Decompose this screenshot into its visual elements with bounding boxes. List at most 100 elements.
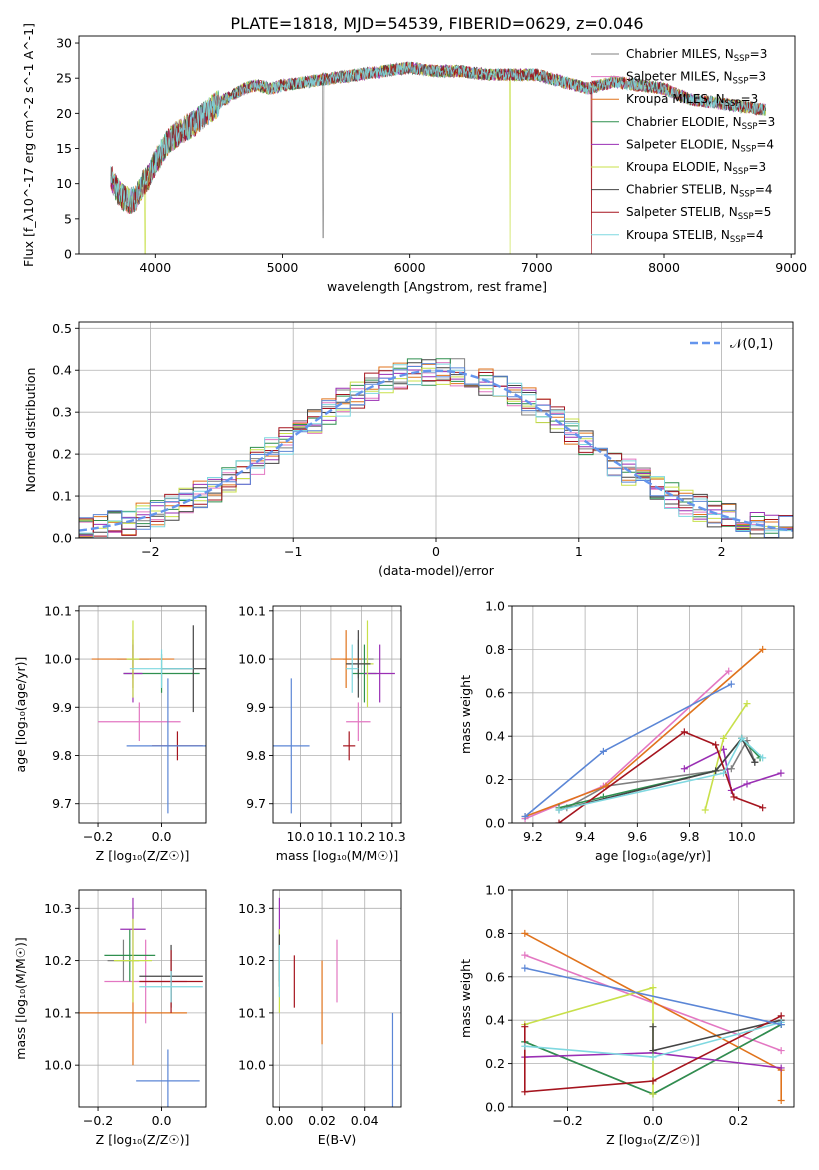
plot-area — [521, 645, 785, 823]
axes-frame — [272, 889, 402, 1108]
x-tick-label: 9000 — [775, 260, 807, 275]
weight-line-8 — [558, 737, 764, 811]
axes-frame — [511, 889, 795, 1108]
y-tick-label: 10.0 — [238, 1058, 266, 1073]
legend-subscript: SSP — [733, 167, 749, 177]
panel-age_vs_Z: −0.2 0.0 9.7 9.8 9.9 10.0 10.1 Z [log₁₀(Z/Z☉)] a… — [13, 603, 207, 863]
marker — [712, 767, 720, 775]
y-tick-label: 10.1 — [238, 1005, 266, 1020]
legend-count: =3 — [750, 47, 768, 61]
y-tick-label: 1.0 — [485, 883, 505, 898]
legend-subscript: SSP — [725, 99, 741, 109]
legend-label: Salpeter MILES, NSSP=3 — [626, 70, 766, 87]
marker — [777, 1096, 785, 1104]
y-tick-label: 0.8 — [485, 926, 505, 941]
y-tick-label: 0.0 — [52, 531, 72, 546]
y-tick-label: 9.9 — [52, 700, 72, 715]
plot-area — [91, 620, 206, 814]
panels: 4000 5000 6000 7000 8000 9000051015202530wave… — [13, 23, 807, 1147]
marker — [777, 769, 785, 777]
panel-spectrum: 4000 5000 6000 7000 8000 9000 0 5 10 15 20 25 30 wave… — [21, 23, 807, 294]
legend-label: Chabrier MILES, NSSP=3 — [626, 47, 767, 64]
axes-frame — [272, 605, 402, 824]
y-tick-label: 0.0 — [485, 1100, 505, 1115]
marker — [649, 1053, 657, 1061]
legend: Chabrier MILES, NSSP=3 Salpeter MILES, NS… — [591, 47, 775, 245]
y-tick-label: 10.0 — [44, 652, 72, 667]
legend-subscript: SSP — [733, 77, 749, 87]
marker — [649, 1023, 657, 1031]
y-axis-label: age [log₁₀(age/yr)] — [13, 657, 28, 773]
plot-area — [79, 358, 793, 538]
x-tick-label: −0.2 — [552, 1113, 582, 1128]
y-tick-label: 5 — [64, 211, 72, 226]
marker — [751, 758, 759, 766]
x-tick-label: 7000 — [521, 260, 553, 275]
y-axis-label: Normed distribution — [23, 368, 38, 493]
legend-count: =3 — [758, 115, 776, 129]
weight-line-7 — [524, 1015, 782, 1093]
legend-subscript: SSP — [739, 190, 755, 200]
legend-count: =4 — [755, 183, 773, 197]
x-axis-label: Z [log₁₀(Z/Z☉)] — [96, 848, 190, 863]
legend-count: =3 — [748, 70, 766, 84]
x-tick-label: 6000 — [394, 260, 426, 275]
y-tick-label: 10.0 — [44, 1058, 72, 1073]
legend-label: Kroupa ELODIE, NSSP=3 — [626, 160, 766, 177]
y-tick-label: 10.1 — [44, 603, 72, 618]
y-tick-label: 30 — [56, 36, 72, 51]
legend-label: Salpeter ELODIE, NSSP=4 — [626, 137, 774, 154]
x-tick-label: 2 — [718, 544, 726, 559]
y-tick-label: 10.1 — [44, 1005, 72, 1020]
spectrum-line-kroupa-stelib — [110, 62, 766, 214]
y-axis-label: mass weight — [458, 675, 473, 754]
y-tick-label: 0.0 — [485, 816, 505, 831]
x-tick-label: 9.8 — [680, 829, 700, 844]
x-tick-label: 10.1 — [317, 829, 345, 844]
y-tick-label: 10 — [56, 176, 72, 191]
x-axis-label: age [log₁₀(age/yr)] — [595, 848, 711, 863]
y-axis-label: mass weight — [458, 959, 473, 1038]
marker — [521, 1023, 529, 1031]
x-tick-label: 10.0 — [728, 829, 756, 844]
y-tick-label: 0.6 — [485, 685, 505, 700]
y-tick-label: 9.7 — [52, 796, 72, 811]
y-tick-label: 0.8 — [485, 642, 505, 657]
y-tick-label: 9.8 — [246, 748, 266, 763]
axes-frame — [78, 321, 794, 539]
x-axis-label: Z [log₁₀(Z/Z☉)] — [606, 1132, 700, 1147]
marker — [555, 819, 563, 823]
x-tick-label: 10.3 — [378, 829, 406, 844]
y-tick-label: 0.3 — [52, 405, 72, 420]
y-tick-label: 10.2 — [44, 953, 72, 968]
weight-line-6 — [558, 736, 756, 811]
x-tick-label: 10.0 — [287, 829, 315, 844]
marker — [701, 806, 709, 814]
x-tick-label: 0.00 — [265, 1113, 293, 1128]
y-tick-label: 25 — [56, 71, 72, 86]
panel-mass_vs_Z: −0.2 0.0 10.0 10.1 10.2 10.3 Z [log₁₀(Z/Z☉)] ma… — [13, 889, 207, 1147]
x-tick-label: 0.02 — [308, 1113, 336, 1128]
marker — [777, 1021, 785, 1029]
legend-label: Chabrier STELIB, NSSP=4 — [626, 183, 773, 200]
x-tick-label: 0 — [432, 544, 440, 559]
y-tick-label: 15 — [56, 141, 72, 156]
x-tick-label: 9.2 — [523, 829, 543, 844]
marker — [521, 1042, 529, 1050]
legend-count: =3 — [748, 160, 766, 174]
marker — [727, 680, 735, 688]
y-tick-label: 9.7 — [246, 796, 266, 811]
marker — [738, 734, 746, 742]
y-tick-label: 0.5 — [52, 321, 72, 336]
marker — [521, 812, 529, 820]
marker — [680, 765, 688, 773]
normal-reference-curve — [79, 369, 793, 532]
y-axis-label: Flux [f_λ10^-17 erg cm^-2 s^-1 A^-1] — [21, 23, 36, 267]
x-tick-label: 1 — [575, 544, 583, 559]
weight-line-5 — [524, 986, 654, 1094]
marker — [727, 765, 735, 773]
legend-count: =4 — [746, 228, 764, 242]
legend-label: Kroupa STELIB, NSSP=4 — [626, 228, 764, 245]
x-axis-label: mass [log₁₀(M/M☉)] — [276, 848, 398, 863]
